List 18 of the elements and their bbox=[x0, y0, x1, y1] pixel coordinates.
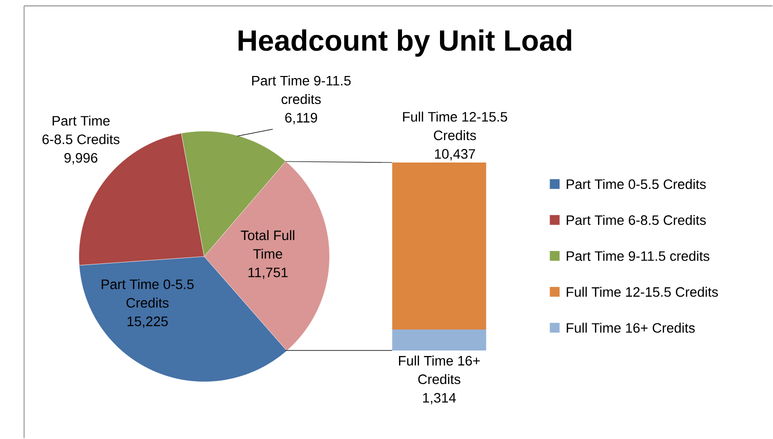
slice-label: Part Time 9-11.5 credits bbox=[252, 76, 351, 104]
data-label: 10,437 bbox=[435, 149, 476, 161]
legend-label: Part Time 6-8.5 Credits bbox=[566, 215, 706, 226]
legend-label: Part Time 9-11.5 credits bbox=[566, 251, 710, 262]
legend-label: Full Time 12-15.5 Credits bbox=[566, 287, 718, 298]
slice-label: Total Full Time bbox=[240, 230, 294, 259]
data-label: 15,225 bbox=[128, 316, 168, 328]
data-label: 11,751 bbox=[248, 268, 288, 280]
legend-label: Full Time 16+ Credits bbox=[566, 322, 695, 333]
data-label: 6,119 bbox=[285, 113, 318, 124]
data-label: 9,996 bbox=[64, 153, 98, 165]
data-label: 1,314 bbox=[423, 393, 456, 404]
text: Full Time 12-15.5 Credits bbox=[403, 112, 508, 140]
slice-label: Part Time 6-8.5 Credits bbox=[42, 116, 120, 144]
text: Full Time 16+ Credits bbox=[399, 356, 480, 384]
legend-label: Part Time 0-5.5 Credits bbox=[566, 179, 706, 190]
chart-title: Headcount by Unit Load bbox=[238, 30, 572, 57]
slice-label: Part Time 0-5.5 Credits bbox=[102, 279, 194, 308]
